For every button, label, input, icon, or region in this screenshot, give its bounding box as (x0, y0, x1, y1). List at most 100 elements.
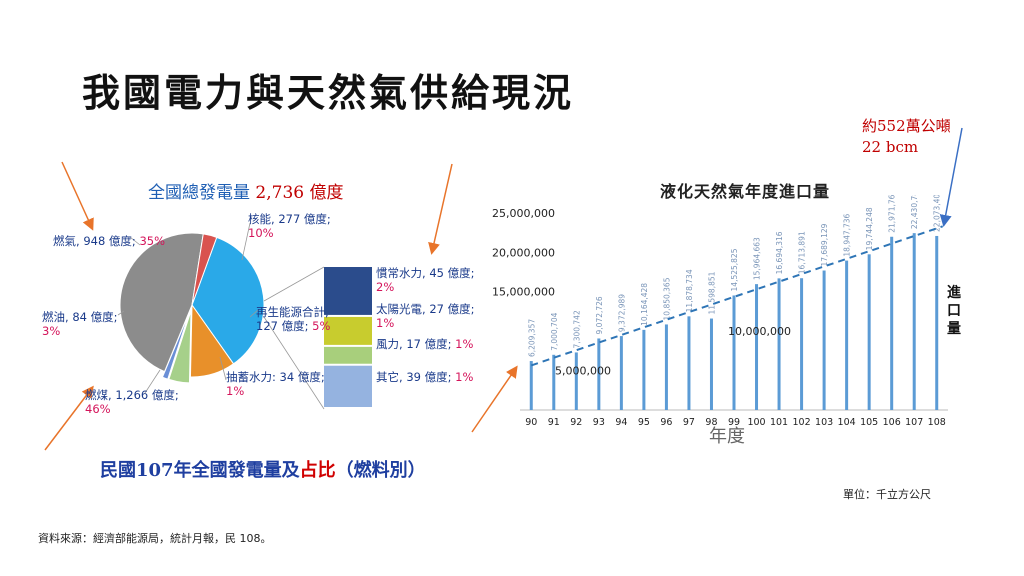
lng-note-bcm: 22 bcm (862, 138, 919, 156)
pie-label-pumped: 抽蓄水力: 34 億度; 1% (226, 370, 325, 398)
y-tick-label: 25,000,000 (492, 207, 555, 220)
x-tick-label: 92 (570, 417, 582, 428)
x-tick-label: 102 (793, 417, 811, 428)
source-note: 資料來源：經濟部能源局，統計月報，民 108。 (38, 532, 272, 545)
page-title: 我國電力與天然氣供給現況 (82, 70, 575, 115)
bar-105 (867, 254, 871, 410)
inner-axis-label: 10,000,000 (728, 325, 791, 338)
pie-leader-1 (129, 236, 141, 246)
y-tick-label: 20,000,000 (492, 246, 555, 259)
bar-value-label: 21,971,769 (888, 195, 897, 233)
pie-label-nuclear-value: 277 億度; (278, 212, 331, 226)
pie-label-nuclear-name: 核能 (248, 212, 271, 226)
breakdown-hydro-value: 45 億度; (429, 266, 475, 280)
bar-value-label: 9,072,726 (595, 296, 604, 334)
lng-annual-note: 約552萬公噸 22 bcm (862, 116, 951, 158)
breakdown-other-name: 其它 (376, 370, 399, 384)
breakdown-segment-3 (324, 346, 372, 364)
pie-label-nuclear-pct: 10% (248, 226, 274, 240)
pie-label-oil-name: 燃油 (42, 310, 65, 324)
bar-93 (597, 338, 601, 410)
pie-chart-title: 全國總發電量 2,736 億度 (148, 178, 343, 203)
bar-value-label: 10,850,365 (662, 277, 671, 320)
breakdown-hydro-name: 慣常水力 (376, 266, 422, 280)
pie-label-pumped-pct: 1% (226, 384, 245, 398)
pie-leader-3 (249, 309, 259, 318)
bar-97 (687, 316, 691, 410)
pie-leader-4 (219, 356, 227, 381)
bar-value-label: 17,689,129 (820, 223, 829, 266)
pie-title-value: 2,736 億度 (255, 183, 344, 203)
x-tick-label: 108 (928, 417, 946, 428)
bar-91 (552, 354, 556, 410)
breakdown-label-other: 其它, 39 億度; 1% (376, 370, 474, 384)
bar-107 (912, 233, 916, 410)
pie-label-gas: 燃氣, 948 億度; 35% (53, 234, 166, 248)
breakdown-solar-pct: 1% (376, 316, 395, 330)
pie-label-coal: 燃煤, 1,266 億度; 46% (85, 388, 179, 416)
bar-value-label: 22,430,782 (910, 195, 919, 229)
pie-caption-highlight: 占比 (299, 460, 336, 481)
pie-label-renewable-pct: 5% (312, 319, 331, 333)
x-tick-label: 96 (660, 417, 672, 428)
x-tick-label: 90 (525, 417, 537, 428)
pie-label-coal-name: 燃煤 (85, 388, 108, 402)
bar-value-label: 16,713,891 (798, 231, 807, 274)
bar-value-label: 11,598,851 (707, 271, 716, 314)
pie-chart (117, 222, 372, 410)
bar-value-label: 11,878,734 (685, 269, 694, 312)
bar-value-label: 9,372,989 (617, 294, 626, 332)
x-tick-label: 95 (638, 417, 650, 428)
arrow-to-hydro (428, 163, 453, 255)
x-tick-label: 107 (905, 417, 923, 428)
breakdown-connector-top (263, 266, 325, 302)
trend-line (530, 225, 944, 367)
bar-value-label: 10,164,428 (640, 283, 649, 326)
breakdown-solar-value: 27 億度; (429, 302, 475, 316)
x-tick-label: 100 (747, 417, 765, 428)
bar-value-label: 22,073,407 (933, 195, 942, 232)
bar-value-label: 18,947,736 (843, 213, 852, 256)
bar-106 (890, 236, 894, 410)
pie-label-coal-pct: 46% (85, 402, 111, 416)
inner-axis-label: 5,000,000 (555, 365, 611, 378)
pie-label-renewable-value: 127 億度; (256, 319, 309, 333)
pie-label-oil-pct: 3% (42, 324, 61, 338)
breakdown-segment-1 (324, 267, 372, 315)
pie-leader-2 (241, 222, 251, 261)
pie-title-prefix: 全國總發電量 (148, 183, 250, 203)
x-tick-label: 91 (548, 417, 560, 428)
pie-label-pumped-value: 34 億度; (279, 370, 325, 384)
breakdown-label-hydro: 慣常水力, 45 億度; 2% (376, 266, 475, 294)
bar-95 (642, 329, 646, 410)
x-tick-label: 105 (860, 417, 878, 428)
pie-slice-1 (191, 236, 265, 365)
bar-value-label: 15,964,663 (753, 237, 762, 280)
bar-value-label: 7,300,742 (572, 310, 581, 348)
x-tick-label: 103 (815, 417, 833, 428)
pie-chart-caption: 民國107年全國發電量及占比（燃料別） (100, 456, 426, 482)
arrow-to-coal (44, 385, 94, 451)
pie-slice-5 (119, 232, 204, 373)
pie-slice-3 (168, 310, 192, 384)
breakdown-solar-name: 太陽光電 (376, 302, 422, 316)
bar-102 (800, 278, 804, 410)
bar-94 (619, 336, 623, 410)
arrow-to-latest-bar (939, 127, 963, 227)
bar-value-label: 6,209,357 (527, 319, 536, 357)
pie-label-gas-name: 燃氣 (53, 234, 76, 248)
x-tick-label: 106 (883, 417, 901, 428)
breakdown-other-pct: 1% (455, 370, 474, 384)
bar-value-label: 16,694,316 (775, 231, 784, 274)
x-tick-label: 93 (593, 417, 605, 428)
x-tick-label: 99 (728, 417, 740, 428)
arrow-to-gas (61, 161, 94, 231)
bar-value-label: 7,000,704 (550, 312, 559, 350)
x-tick-label: 97 (683, 417, 695, 428)
breakdown-wind-pct: 1% (455, 337, 474, 351)
x-tick-label: 104 (838, 417, 856, 428)
bar-100 (755, 284, 759, 410)
pie-label-gas-pct: 35% (139, 234, 166, 248)
pie-label-pumped-name: 抽蓄水力 (226, 370, 272, 384)
